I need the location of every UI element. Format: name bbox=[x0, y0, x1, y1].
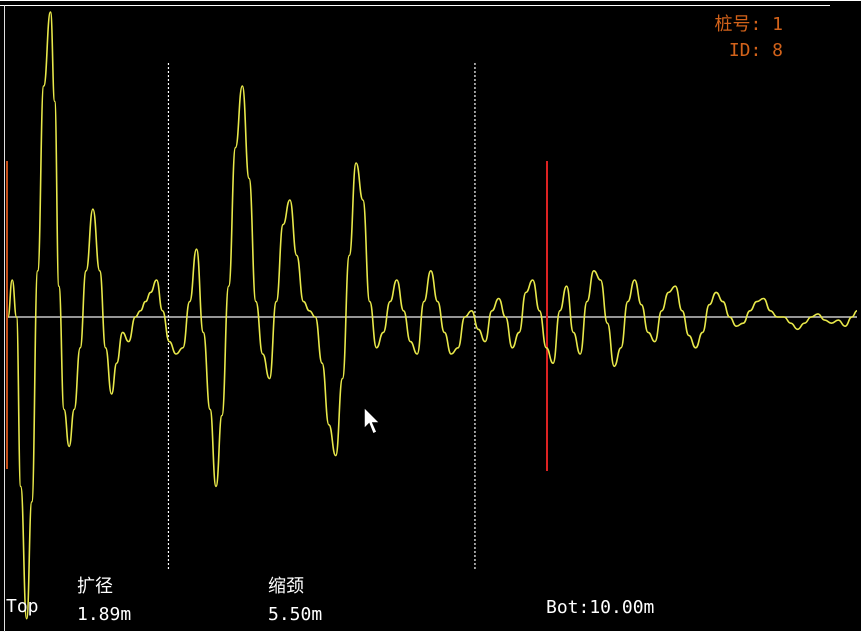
anomaly-type-expansion: 扩径 bbox=[77, 576, 113, 597]
anomaly-depth-necking: 5.50m bbox=[268, 604, 323, 625]
waveform-series-line bbox=[7, 11, 858, 620]
top-marker-label: Top bbox=[6, 596, 39, 617]
anomaly-type-necking: 缩颈 bbox=[268, 576, 304, 597]
left-border-line bbox=[4, 5, 5, 632]
mouse-pointer-icon bbox=[363, 405, 382, 436]
anomaly-depth-expansion: 1.89m bbox=[77, 604, 132, 625]
top-border-line bbox=[0, 5, 830, 6]
pile-number: 桩号: 1 bbox=[714, 14, 783, 35]
bottom-marker-label: Bot:10.00m bbox=[546, 597, 655, 618]
pile-id: ID: 8 bbox=[728, 40, 783, 61]
